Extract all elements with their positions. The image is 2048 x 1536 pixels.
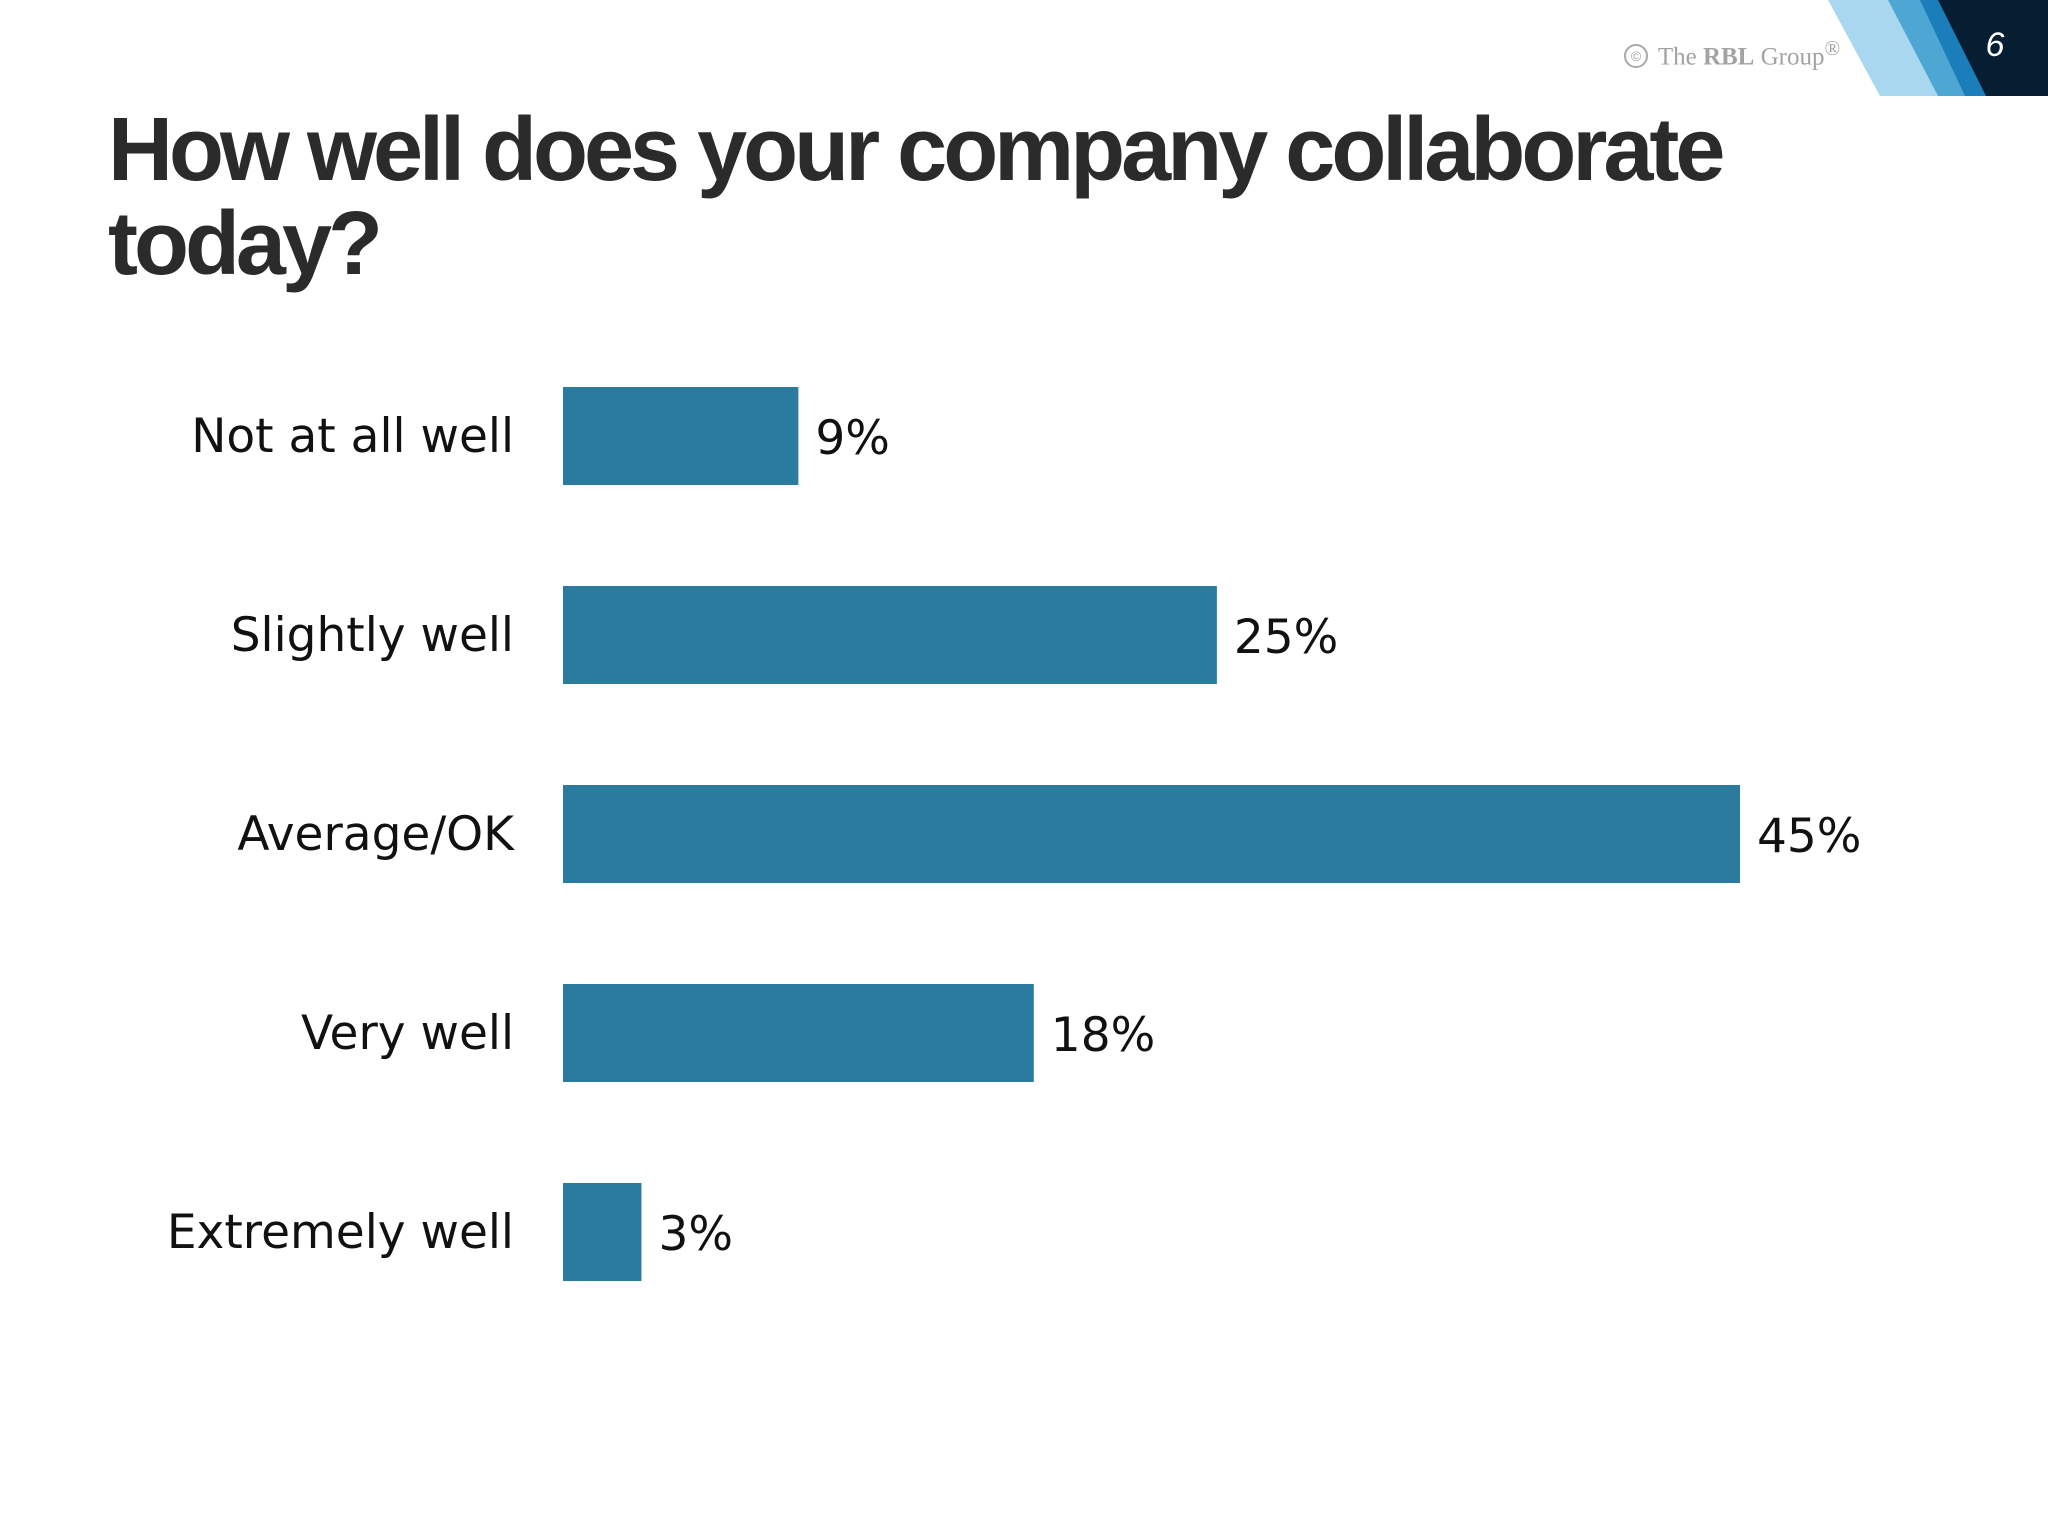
brand-logo: © The RBL Group® [1624, 30, 1840, 70]
corner-decoration [1828, 0, 2048, 96]
copyright-icon: © [1624, 44, 1648, 69]
corner-dark-shape [1938, 0, 2048, 96]
bar-extremely-well [563, 1183, 642, 1281]
slide-title: How well does your company collaborate t… [108, 100, 1725, 294]
bar-slightly-well [563, 586, 1217, 684]
data-label-extremely-well: 3% [658, 1207, 733, 1262]
data-label-average-ok: 45% [1757, 809, 1861, 864]
brand-name: RBL [1702, 43, 1755, 71]
data-label-slightly-well: 25% [1234, 610, 1338, 665]
brand-prefix: The [1657, 43, 1697, 71]
category-label-extremely-well: Extremely well [167, 1205, 514, 1260]
brand-suffix: Group [1760, 43, 1825, 71]
trademark-symbol: ® [1824, 36, 1841, 60]
bar-not-at-all-well [563, 387, 799, 485]
bar-very-well [563, 984, 1034, 1082]
page-number: 6 [1985, 26, 2005, 64]
category-label-average-ok: Average/OK [237, 807, 515, 862]
bar-average-ok [563, 785, 1740, 883]
category-label-slightly-well: Slightly well [231, 608, 514, 663]
data-label-not-at-all-well: 9% [815, 411, 890, 466]
data-labels: 9% 25% 45% 18% 3% [658, 411, 1861, 1262]
chart-bars [563, 387, 1740, 1281]
category-label-very-well: Very well [301, 1006, 514, 1061]
category-labels: Not at all well Slightly well Average/OK Ve… [167, 409, 515, 1260]
category-label-not-at-all-well: Not at all well [191, 409, 514, 464]
data-label-very-well: 18% [1051, 1008, 1155, 1063]
